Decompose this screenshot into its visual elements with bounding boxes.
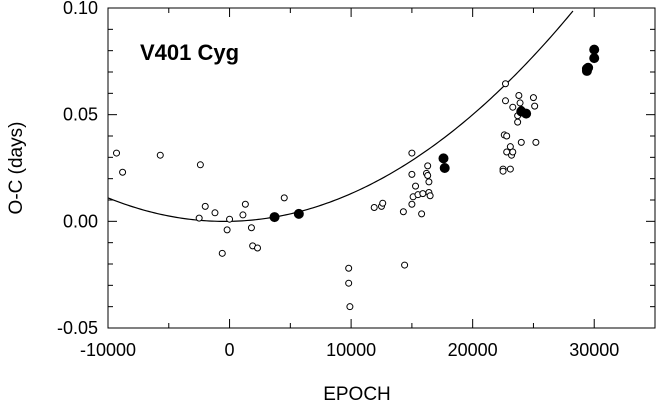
open-data-point — [408, 170, 416, 178]
open-data-point — [408, 200, 416, 208]
y-axis-label: O-C (days) — [6, 122, 27, 215]
open-data-point — [515, 91, 523, 99]
open-data-point — [223, 226, 231, 234]
open-data-point — [247, 224, 255, 232]
open-data-point — [424, 162, 432, 170]
open-data-point — [401, 261, 409, 269]
y-tick-label: 0.00 — [63, 211, 98, 231]
filled-data-point — [438, 153, 449, 164]
x-axis-label: EPOCH — [323, 384, 391, 405]
x-tick-label: 30000 — [569, 340, 619, 360]
open-data-point — [211, 209, 219, 217]
open-data-point — [499, 167, 507, 175]
filled-data-point — [293, 208, 304, 219]
open-data-point — [239, 211, 247, 219]
open-data-point — [501, 97, 509, 105]
open-data-point — [280, 194, 288, 202]
x-tick-label: -10000 — [80, 340, 136, 360]
open-data-point — [345, 264, 353, 272]
open-data-point — [399, 208, 407, 216]
y-tick-label: 0.10 — [63, 0, 98, 18]
open-data-point — [218, 249, 226, 257]
open-data-point — [501, 80, 509, 88]
chart-title: V401 Cyg — [140, 40, 239, 65]
open-data-point — [506, 165, 514, 173]
y-tick-label: 0.05 — [63, 105, 98, 125]
open-data-point — [156, 151, 164, 159]
open-data-point — [517, 138, 525, 146]
open-data-point — [509, 148, 517, 156]
open-data-point — [532, 138, 540, 146]
open-data-point — [531, 102, 539, 110]
open-data-point — [418, 210, 426, 218]
open-data-point — [226, 215, 234, 223]
x-tick-label: 10000 — [326, 340, 376, 360]
open-data-point — [424, 171, 432, 179]
open-data-point — [425, 178, 433, 186]
x-tick-label: 0 — [225, 340, 235, 360]
open-data-point — [370, 203, 378, 211]
open-data-point — [345, 279, 353, 287]
open-data-point — [119, 168, 127, 176]
axes-layer — [107, 7, 656, 329]
filled-data-point — [269, 212, 280, 223]
fit-curve — [107, 10, 574, 222]
open-data-point — [241, 200, 249, 208]
open-data-point — [346, 303, 354, 311]
plot-frame — [107, 7, 656, 329]
filled-data-point — [521, 108, 532, 119]
open-data-point — [408, 149, 416, 157]
open-data-point — [426, 192, 434, 200]
open-data-point — [201, 202, 209, 210]
labels-layer: -10000 0 10000 20000 30000 -0.05 0.00 0.05 0.10 — [57, 0, 619, 360]
open-data-point — [503, 132, 511, 140]
open-data-point — [195, 214, 203, 222]
open-data-point — [113, 149, 121, 157]
open-data-point — [419, 190, 427, 198]
data-points — [113, 44, 600, 311]
y-tick-label: -0.05 — [57, 318, 98, 338]
open-data-point — [196, 161, 204, 169]
filled-data-point — [589, 44, 600, 55]
open-data-point — [509, 103, 517, 111]
open-data-point — [514, 118, 522, 126]
open-data-point — [412, 182, 420, 190]
open-data-point — [516, 99, 524, 107]
open-data-point — [529, 94, 537, 102]
open-data-point — [379, 199, 387, 207]
open-data-point — [254, 244, 262, 252]
filled-data-point — [583, 62, 594, 73]
filled-data-point — [589, 53, 600, 64]
x-tick-label: 20000 — [448, 340, 498, 360]
filled-data-point — [439, 163, 450, 173]
